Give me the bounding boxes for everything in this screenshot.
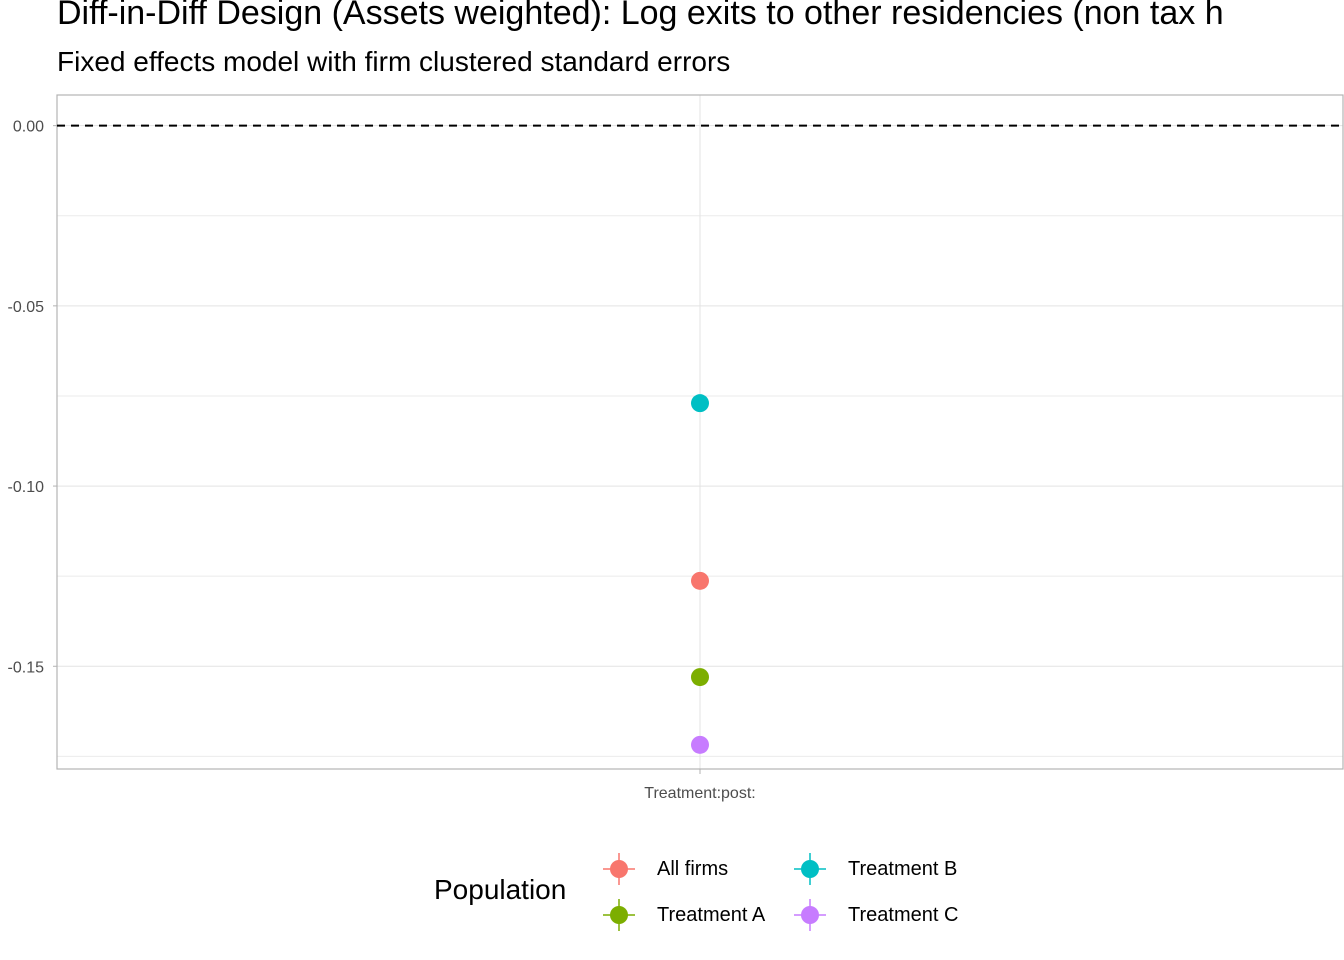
legend-key-glyph xyxy=(801,860,819,878)
y-tick-label: 0.00 xyxy=(13,119,44,136)
legend-label-all-firms: All firms xyxy=(657,857,729,880)
chart-subtitle: Fixed effects model with firm clustered … xyxy=(57,46,731,77)
legend-key-all-firms xyxy=(603,853,635,885)
legend-label-treatment-a: Treatment A xyxy=(657,903,766,926)
legend-title: Population xyxy=(434,874,567,905)
legend-item-treatment-b: Treatment B xyxy=(792,851,957,887)
legend-key-treatment-b xyxy=(794,853,826,885)
legend-item-treatment-a: Treatment A xyxy=(601,897,765,933)
y-tick-label: -0.10 xyxy=(8,479,45,496)
y-tick-label: -0.15 xyxy=(8,659,45,676)
legend-key-glyph xyxy=(610,906,628,924)
legend-label-treatment-b: Treatment B xyxy=(848,857,958,880)
point-all-firms xyxy=(691,571,709,590)
legend: Population All firms Treatment B Treatme… xyxy=(434,848,994,938)
legend-key-glyph xyxy=(610,860,628,878)
plot-area: 0.00 -0.05 -0.10 -0.15 Treatment:post: xyxy=(8,94,1344,802)
legend-item-all-firms: All firms xyxy=(601,851,728,887)
legend-label-treatment-c: Treatment C xyxy=(848,903,959,926)
point-treatment-a xyxy=(691,668,709,687)
legend-key-treatment-a xyxy=(603,899,635,931)
chart-title: Diff-in-Diff Design (Assets weighted): L… xyxy=(57,0,1224,32)
x-tick-label: Treatment:post: xyxy=(644,785,755,802)
point-treatment-c xyxy=(691,735,709,754)
legend-item-treatment-c: Treatment C xyxy=(792,897,958,933)
y-tick-label: -0.05 xyxy=(8,299,45,316)
legend-key-treatment-c xyxy=(794,899,826,931)
point-treatment-b xyxy=(691,394,709,413)
legend-key-glyph xyxy=(801,906,819,924)
